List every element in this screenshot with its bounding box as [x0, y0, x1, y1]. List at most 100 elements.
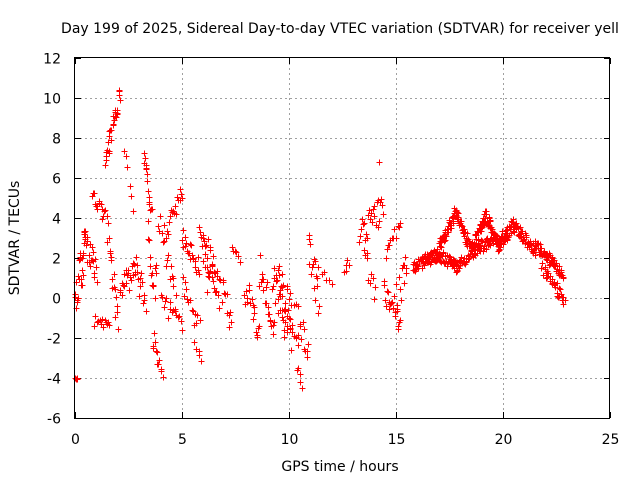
- x-tick-label: 15: [388, 432, 406, 448]
- data-point: [152, 295, 159, 302]
- data-point: [83, 242, 90, 249]
- data-point: [221, 290, 228, 297]
- data-point: [465, 256, 472, 263]
- data-point: [309, 264, 316, 271]
- data-point: [167, 213, 174, 220]
- data-point: [146, 201, 153, 208]
- data-point: [93, 264, 100, 271]
- data-point: [256, 283, 263, 290]
- data-point: [445, 229, 452, 236]
- data-point: [370, 275, 377, 282]
- data-point: [266, 311, 273, 318]
- data-point: [141, 150, 148, 157]
- data-point: [114, 303, 121, 310]
- data-point: [295, 332, 302, 339]
- data-point: [91, 190, 98, 197]
- data-point: [304, 348, 311, 355]
- data-point: [397, 220, 404, 227]
- data-point: [164, 257, 171, 264]
- data-point: [189, 252, 196, 259]
- data-point: [279, 293, 286, 300]
- data-point: [198, 358, 205, 365]
- data-point: [464, 230, 471, 237]
- data-point: [299, 385, 306, 392]
- y-tick-label: 12: [43, 52, 61, 68]
- data-point: [483, 208, 490, 215]
- data-point: [271, 265, 278, 272]
- data-point: [166, 219, 173, 226]
- data-point: [145, 188, 152, 195]
- data-point: [74, 375, 81, 382]
- data-point: [202, 251, 209, 258]
- data-point: [369, 219, 376, 226]
- data-point: [156, 357, 163, 364]
- data-point: [127, 183, 134, 190]
- data-point: [151, 330, 158, 337]
- data-point: [137, 283, 144, 290]
- data-point: [233, 249, 240, 256]
- data-point: [271, 319, 278, 326]
- data-point: [103, 153, 110, 160]
- data-point: [173, 292, 180, 299]
- data-point: [273, 278, 280, 285]
- data-point: [207, 268, 214, 275]
- x-tick-label: 10: [281, 432, 299, 448]
- data-point: [196, 352, 203, 359]
- data-point: [368, 271, 375, 278]
- data-point: [204, 289, 211, 296]
- data-point: [137, 275, 144, 282]
- chart-title: Day 199 of 2025, Sidereal Day-to-day VTE…: [61, 21, 619, 37]
- data-point: [371, 203, 378, 210]
- axis-ticks: 0 5 10 15 20 25 -6 -4 -2 0 2 4 6 8 10 12: [43, 52, 619, 449]
- data-point: [86, 252, 93, 259]
- data-point: [209, 262, 216, 269]
- data-point: [442, 237, 449, 244]
- data-point: [321, 269, 328, 276]
- data-point: [195, 254, 202, 261]
- data-point: [402, 254, 409, 261]
- data-point: [295, 303, 302, 310]
- data-point: [167, 299, 174, 306]
- data-point: [195, 267, 202, 274]
- data-point: [297, 323, 304, 330]
- data-point: [121, 148, 128, 155]
- data-point: [544, 274, 551, 281]
- data-point: [297, 379, 304, 386]
- data-point: [493, 232, 500, 239]
- data-point: [150, 282, 157, 289]
- data-point: [177, 186, 184, 193]
- data-point: [380, 211, 387, 218]
- data-point: [144, 178, 151, 185]
- grid: [75, 58, 610, 418]
- data-point: [210, 278, 217, 285]
- data-point: [111, 271, 118, 278]
- data-point: [106, 235, 113, 242]
- data-point: [272, 300, 279, 307]
- data-point: [454, 209, 461, 216]
- data-point: [205, 273, 212, 280]
- data-point: [153, 348, 160, 355]
- data-point: [384, 246, 391, 253]
- data-point: [164, 228, 171, 235]
- data-point: [361, 220, 368, 227]
- data-point: [286, 296, 293, 303]
- data-point: [263, 300, 270, 307]
- data-point: [210, 253, 217, 260]
- data-point: [260, 287, 267, 294]
- data-point: [75, 295, 82, 302]
- data-point: [197, 229, 204, 236]
- data-point: [249, 296, 256, 303]
- data-point: [215, 292, 222, 299]
- data-point: [150, 343, 157, 350]
- data-point: [397, 317, 404, 324]
- data-point: [527, 241, 534, 248]
- data-point: [121, 271, 128, 278]
- data-point: [180, 274, 187, 281]
- data-point: [143, 165, 150, 172]
- data-point: [183, 240, 190, 247]
- data-point: [344, 257, 351, 264]
- data-point: [281, 307, 288, 314]
- data-point: [510, 216, 517, 223]
- data-point: [226, 312, 233, 319]
